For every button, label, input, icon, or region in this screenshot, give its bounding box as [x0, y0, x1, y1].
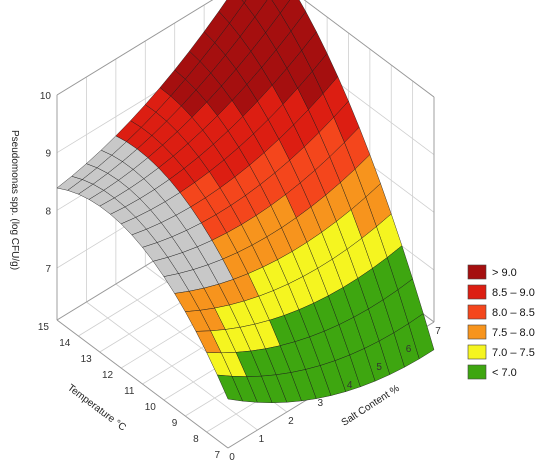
legend-swatch [467, 264, 487, 280]
surface-cell [241, 0, 247, 4]
z-tick-label: 7 [45, 264, 51, 275]
z-tick-label: 10 [40, 91, 52, 102]
y-tick-label: 14 [59, 338, 71, 349]
y-axis-title: Temperature °C [65, 383, 128, 434]
y-tick-label: 11 [124, 386, 135, 397]
legend-swatch [467, 344, 487, 360]
y-tick-label: 10 [145, 402, 157, 413]
y-tick-label: 8 [193, 434, 199, 445]
surface-cell [271, 0, 291, 14]
surface-cell [408, 313, 435, 360]
legend-label: < 7.0 [492, 367, 517, 379]
z-axis-title: Pseudomonas spp. (log CFU/g) [9, 130, 20, 270]
x-tick-label: 4 [347, 380, 353, 391]
x-tick-label: 5 [376, 362, 382, 373]
y-tick-label: 12 [102, 370, 114, 381]
z-tick-label: 8 [45, 206, 51, 217]
axis-box-edge [56, 319, 229, 449]
legend-label: > 9.0 [492, 267, 517, 279]
y-tick-label: 9 [172, 418, 178, 429]
legend-swatch [467, 324, 487, 340]
x-tick-label: 1 [259, 434, 265, 445]
x-tick-label: 3 [318, 398, 324, 409]
x-tick-label: 2 [288, 416, 294, 427]
legend-label: 8.0 – 8.5 [492, 307, 535, 319]
z-tick-label: 9 [45, 149, 51, 160]
legend: > 9.0 8.5 – 9.0 8.0 – 8.5 7.5 – 8.0 7.0 – 7.… [467, 264, 535, 380]
legend-label: 7.0 – 7.5 [492, 347, 535, 359]
x-tick-label: 7 [435, 326, 441, 337]
axis-box-edge [56, 0, 214, 96]
surface-plot [56, 0, 435, 403]
legend-label: 8.5 – 9.0 [492, 287, 535, 299]
x-tick-label: 6 [406, 344, 412, 355]
legend-swatch [467, 364, 487, 380]
x-tick-label: 0 [229, 452, 235, 463]
legend-swatch [467, 304, 487, 320]
legend-label: 7.5 – 8.0 [492, 327, 535, 339]
y-tick-label: 13 [81, 354, 93, 365]
y-tick-label: 15 [38, 322, 50, 333]
axis-box-edge [303, 0, 435, 98]
legend-swatch [467, 284, 487, 300]
y-tick-label: 7 [214, 450, 220, 461]
